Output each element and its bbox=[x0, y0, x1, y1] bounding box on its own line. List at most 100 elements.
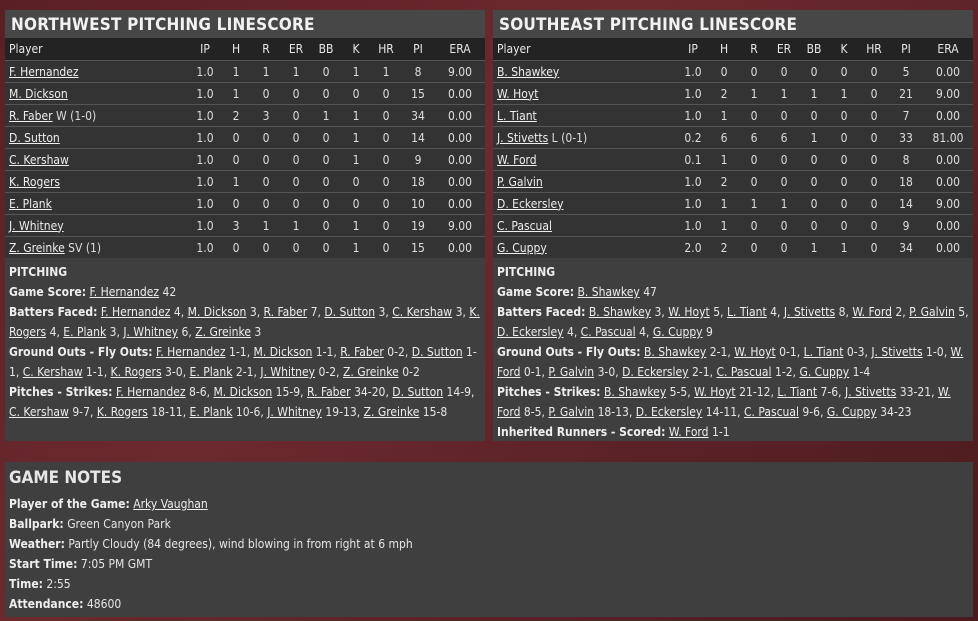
player-link[interactable]: D. Sutton bbox=[392, 385, 444, 399]
player-link[interactable]: D. Sutton bbox=[324, 305, 376, 319]
player-link[interactable]: F. Hernandez bbox=[156, 345, 226, 359]
player-link[interactable]: K. Rogers bbox=[9, 305, 480, 339]
player-link[interactable]: F. Hernandez bbox=[89, 285, 160, 299]
player-link[interactable]: J. Whitney bbox=[9, 218, 64, 233]
column-header[interactable]: H bbox=[221, 38, 251, 61]
player-link[interactable]: G. Cuppy bbox=[652, 325, 703, 339]
column-header[interactable]: ERA bbox=[923, 38, 973, 61]
column-header[interactable]: ERA bbox=[435, 38, 485, 61]
column-header[interactable]: PI bbox=[401, 38, 435, 61]
column-header[interactable]: PI bbox=[889, 38, 923, 61]
player-link[interactable]: C. Pascual bbox=[497, 218, 553, 233]
stat-value: 5 bbox=[958, 305, 966, 319]
table-row: G. Cuppy 2.0 2 0 0 1 1 0 34 0.00 bbox=[493, 236, 973, 258]
player-link[interactable]: K. Rogers bbox=[96, 405, 148, 419]
player-link[interactable]: C. Kershaw bbox=[9, 405, 69, 419]
player-link[interactable]: E. Plank bbox=[63, 325, 107, 339]
player-link[interactable]: J. Stivetts bbox=[497, 130, 549, 145]
player-link[interactable]: F. Hernandez bbox=[9, 64, 79, 79]
player-link[interactable]: D. Eckersley bbox=[497, 325, 564, 339]
player-link[interactable]: C. Pascual bbox=[716, 365, 772, 379]
player-link[interactable]: G. Cuppy bbox=[826, 405, 877, 419]
column-header[interactable]: BB bbox=[799, 38, 829, 61]
player-link[interactable]: R. Faber bbox=[340, 345, 384, 359]
column-header[interactable]: H bbox=[709, 38, 739, 61]
player-link[interactable]: W. Ford bbox=[497, 385, 951, 419]
column-header[interactable]: R bbox=[251, 38, 281, 61]
player-link[interactable]: R. Faber bbox=[9, 108, 53, 123]
player-link[interactable]: K. Rogers bbox=[110, 365, 162, 379]
player-link[interactable]: C. Pascual bbox=[580, 325, 636, 339]
column-header[interactable]: HR bbox=[371, 38, 401, 61]
player-link[interactable]: W. Hoyt bbox=[668, 305, 710, 319]
column-header[interactable]: IP bbox=[677, 38, 709, 61]
player-link[interactable]: D. Eckersley bbox=[622, 365, 689, 379]
player-link[interactable]: G. Cuppy bbox=[799, 365, 850, 379]
column-header[interactable]: ER bbox=[769, 38, 799, 61]
player-link[interactable]: W. Hoyt bbox=[694, 385, 736, 399]
player-link[interactable]: P. Galvin bbox=[548, 365, 595, 379]
player-link[interactable]: B. Shawkey bbox=[577, 285, 640, 299]
player-link[interactable]: Z. Greinke bbox=[195, 325, 251, 339]
column-header[interactable]: K bbox=[341, 38, 371, 61]
player-link[interactable]: L. Tiant bbox=[726, 305, 767, 319]
player-link[interactable]: C. Pascual bbox=[743, 405, 799, 419]
player-link[interactable]: F. Hernandez bbox=[115, 385, 186, 399]
player-link[interactable]: J. Whitney bbox=[267, 405, 322, 419]
column-header[interactable]: R bbox=[739, 38, 769, 61]
player-link[interactable]: M. Dickson bbox=[253, 345, 313, 359]
player-link[interactable]: L. Tiant bbox=[777, 385, 818, 399]
player-link[interactable]: M. Dickson bbox=[187, 305, 247, 319]
player-link[interactable]: W. Hoyt bbox=[497, 86, 539, 101]
column-header[interactable]: Player bbox=[5, 38, 189, 61]
player-link[interactable]: Z. Greinke bbox=[363, 405, 420, 419]
player-link[interactable]: Z. Greinke bbox=[343, 365, 399, 379]
stat-value: 18-11 bbox=[151, 405, 183, 419]
player-link[interactable]: C. Kershaw bbox=[9, 152, 69, 167]
player-link[interactable]: P. Galvin bbox=[909, 305, 955, 319]
player-link[interactable]: W. Ford bbox=[497, 152, 537, 167]
player-link[interactable]: J. Stivetts bbox=[845, 385, 897, 399]
player-of-game-link[interactable]: Arky Vaughan bbox=[133, 497, 208, 511]
player-link[interactable]: B. Shawkey bbox=[603, 385, 667, 399]
player-link[interactable]: L. Tiant bbox=[803, 345, 844, 359]
player-link[interactable]: B. Shawkey bbox=[588, 305, 652, 319]
player-link[interactable]: B. Shawkey bbox=[497, 64, 560, 79]
player-link[interactable]: W. Ford bbox=[668, 425, 709, 439]
column-header[interactable]: Player bbox=[493, 38, 677, 61]
player-link[interactable]: M. Dickson bbox=[9, 86, 68, 101]
player-link[interactable]: E. Plank bbox=[189, 405, 233, 419]
player-link[interactable]: R. Faber bbox=[263, 305, 308, 319]
column-header[interactable]: BB bbox=[311, 38, 341, 61]
player-link[interactable]: R. Faber bbox=[307, 385, 351, 399]
player-link[interactable]: C. Kershaw bbox=[392, 305, 453, 319]
player-link[interactable]: P. Galvin bbox=[497, 174, 543, 189]
player-link[interactable]: D. Sutton bbox=[9, 130, 60, 145]
stat-cell: 0 bbox=[281, 82, 311, 105]
player-link[interactable]: W. Hoyt bbox=[734, 345, 776, 359]
player-link[interactable]: B. Shawkey bbox=[644, 345, 707, 359]
player-link[interactable]: G. Cuppy bbox=[497, 240, 547, 255]
player-link[interactable]: D. Sutton bbox=[411, 345, 463, 359]
player-link[interactable]: Z. Greinke bbox=[9, 240, 65, 255]
player-link[interactable]: L. Tiant bbox=[497, 108, 537, 123]
player-link[interactable]: W. Ford bbox=[497, 345, 964, 379]
player-link[interactable]: M. Dickson bbox=[213, 385, 273, 399]
player-link[interactable]: E. Plank bbox=[189, 365, 233, 379]
player-link[interactable]: C. Kershaw bbox=[22, 365, 83, 379]
player-link[interactable]: E. Plank bbox=[9, 196, 52, 211]
player-link[interactable]: W. Ford bbox=[852, 305, 892, 319]
player-link[interactable]: P. Galvin bbox=[548, 405, 595, 419]
player-link[interactable]: D. Eckersley bbox=[635, 405, 703, 419]
player-link[interactable]: K. Rogers bbox=[9, 174, 61, 189]
player-link[interactable]: J. Stivetts bbox=[871, 345, 923, 359]
player-link[interactable]: J. Stivetts bbox=[783, 305, 836, 319]
column-header[interactable]: ER bbox=[281, 38, 311, 61]
player-link[interactable]: J. Whitney bbox=[260, 365, 316, 379]
player-link[interactable]: D. Eckersley bbox=[497, 196, 564, 211]
column-header[interactable]: IP bbox=[189, 38, 221, 61]
column-header[interactable]: K bbox=[829, 38, 859, 61]
player-link[interactable]: J. Whitney bbox=[123, 325, 179, 339]
column-header[interactable]: HR bbox=[859, 38, 889, 61]
player-link[interactable]: F. Hernandez bbox=[100, 305, 171, 319]
